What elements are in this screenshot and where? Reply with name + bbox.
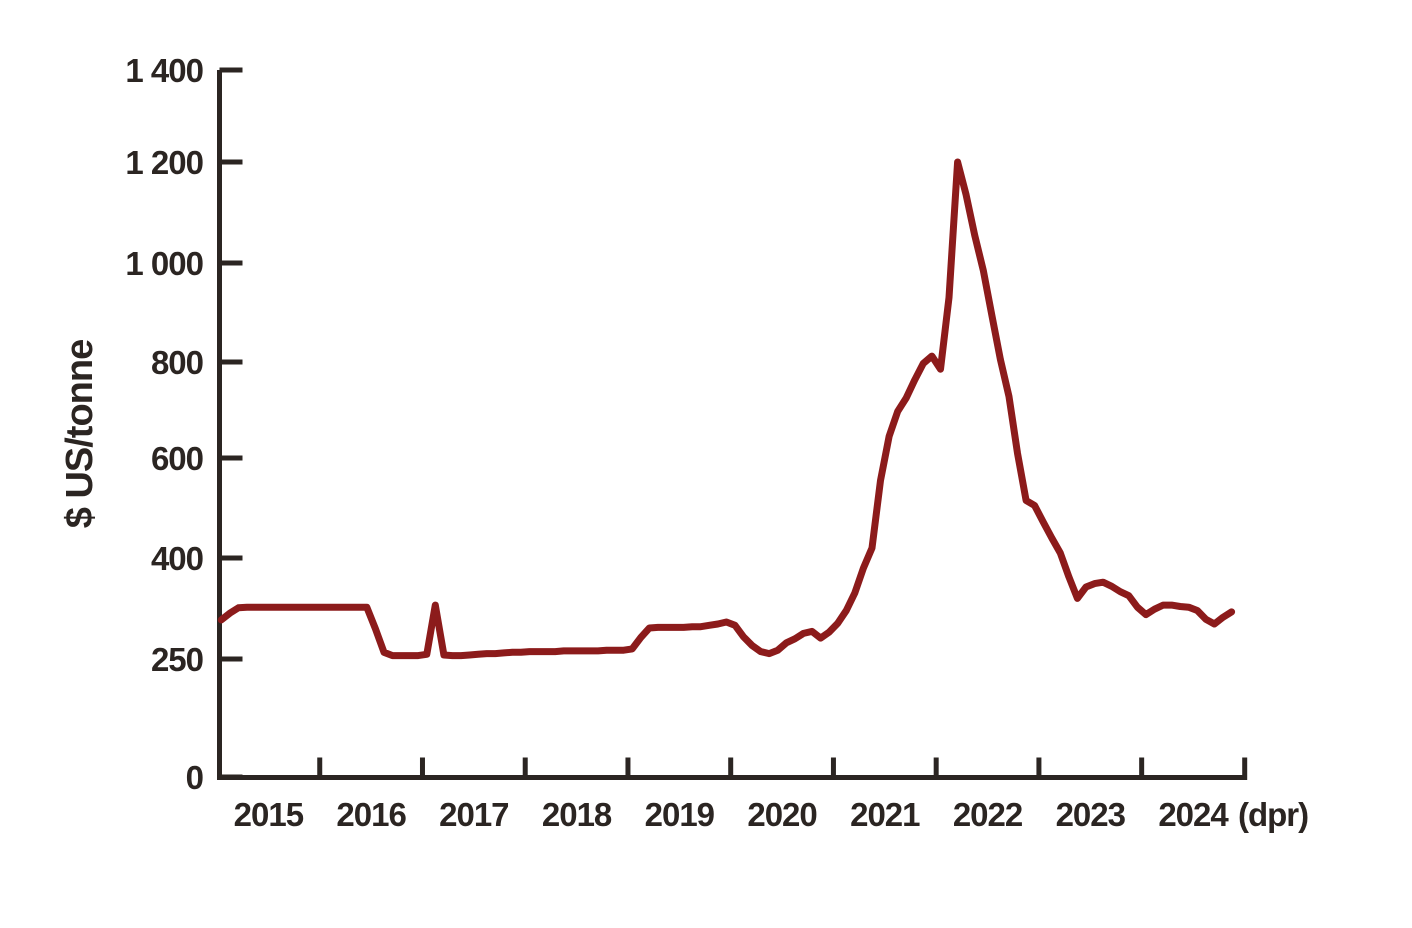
price-line xyxy=(217,158,1236,660)
x-tick-label-2016: 2016 xyxy=(336,796,406,833)
y-tick-label-800: 800 xyxy=(151,344,203,381)
axes xyxy=(217,67,1248,780)
x-tick-label-2019: 2019 xyxy=(645,796,715,833)
y-tick-labels: 0 250 400 600 800 1 000 1 200 1 400 xyxy=(125,52,204,796)
y-tick-label-1400: 1 400 xyxy=(125,52,203,89)
y-axis-title: $ US/tonne xyxy=(59,340,101,528)
x-tick-label-2021: 2021 xyxy=(850,796,920,833)
x-tick-label-2015: 2015 xyxy=(234,796,304,833)
x-axis-suffix-label: (dpr) xyxy=(1238,796,1308,833)
axis-line xyxy=(217,70,1248,780)
x-tick-label-2018: 2018 xyxy=(542,796,612,833)
y-tick-label-250: 250 xyxy=(151,641,203,678)
y-tick-label-400: 400 xyxy=(151,540,203,577)
x-tick-label-2017: 2017 xyxy=(439,796,508,833)
x-tick-labels: 2015 2016 2017 2018 2019 2020 2021 2022 2023 2024 xyxy=(234,796,1231,833)
y-tick-label-600: 600 xyxy=(151,440,203,477)
y-tick-label-1000: 1 000 xyxy=(125,245,203,282)
y-tick-label-1200: 1 200 xyxy=(125,144,203,181)
x-tick-label-2024: 2024 xyxy=(1158,796,1229,833)
y-tick-label-0: 0 xyxy=(186,759,203,796)
price-line-group xyxy=(217,158,1236,660)
x-tick-label-2022: 2022 xyxy=(953,796,1023,833)
x-tick-label-2023: 2023 xyxy=(1056,796,1126,833)
x-tick-label-2020: 2020 xyxy=(747,796,816,833)
